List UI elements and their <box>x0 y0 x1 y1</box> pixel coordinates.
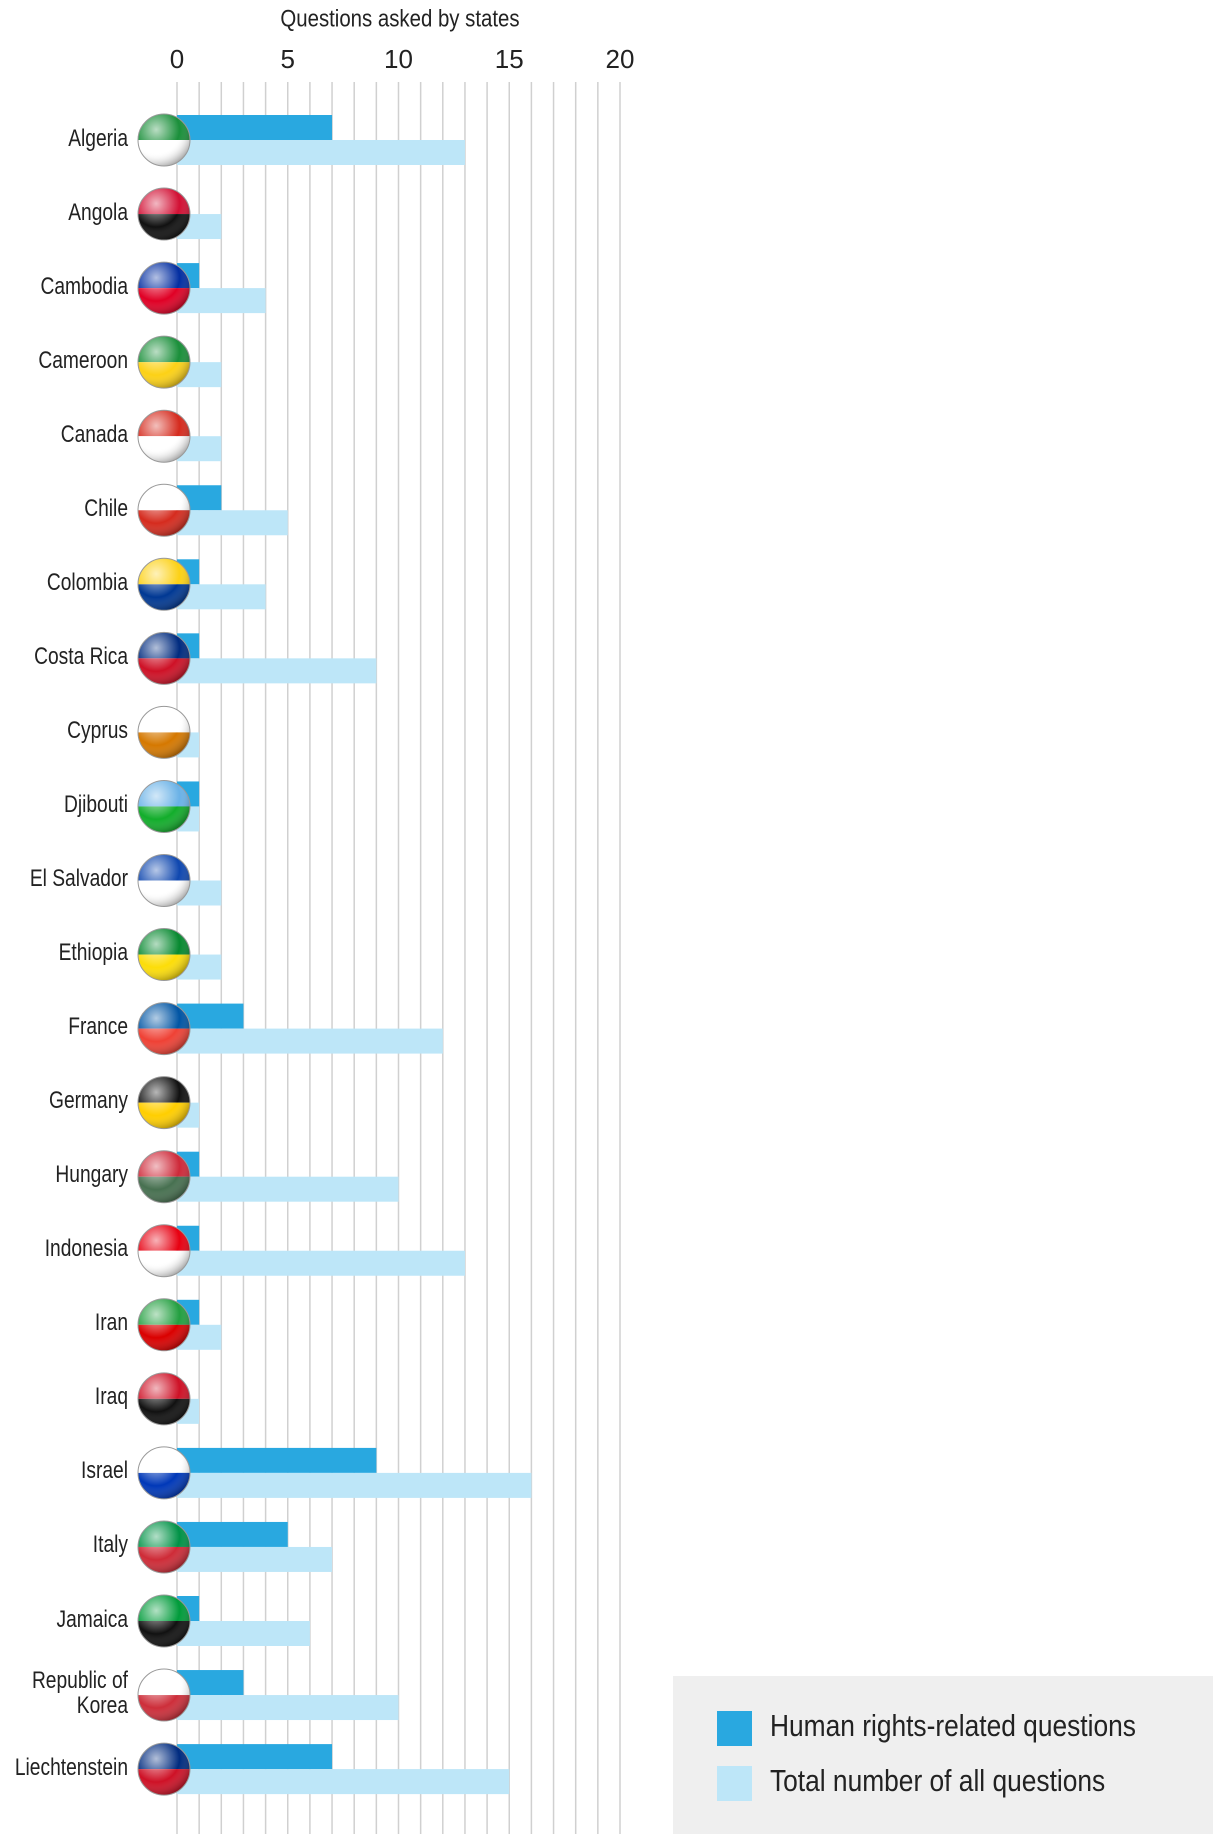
flag-shine <box>137 928 191 982</box>
category-label: Hungary <box>55 1161 128 1189</box>
category-label: Israel <box>81 1457 128 1485</box>
category-label: Canada <box>60 420 128 448</box>
bar <box>177 1744 333 1770</box>
category-label: Indonesia <box>44 1235 128 1263</box>
category-label: Cameroon <box>38 346 128 374</box>
category-label: Republic of Korea <box>31 1667 128 1720</box>
flag-shine <box>137 1668 191 1722</box>
category-label: Colombia <box>46 568 129 596</box>
flag-shine <box>137 335 191 389</box>
x-tick-label: 10 <box>384 44 413 74</box>
flag-shine <box>137 483 191 537</box>
flag-shine <box>137 261 191 315</box>
bar <box>177 658 377 684</box>
category-label: Iran <box>94 1309 128 1337</box>
category-label: El Salvador <box>29 865 128 892</box>
flag-shine <box>137 409 191 463</box>
category-label: Cyprus <box>67 716 128 744</box>
bar <box>177 1621 310 1646</box>
category-label: Iraq <box>94 1383 128 1411</box>
legend-swatch <box>717 1766 752 1801</box>
bar <box>177 510 288 536</box>
bar <box>177 1028 443 1054</box>
legend-label: Total number of all questions <box>770 1764 1105 1798</box>
bar <box>177 1176 399 1202</box>
x-tick-label: 15 <box>495 44 524 74</box>
flag-shine <box>137 1224 191 1278</box>
flag-shine <box>137 779 191 833</box>
flag-shine <box>137 113 191 167</box>
bar <box>177 1521 288 1547</box>
category-label: Angola <box>68 198 128 226</box>
category-label: Chile <box>84 494 128 522</box>
category-label: Costa Rica <box>34 642 128 670</box>
flag-shine <box>137 631 191 685</box>
x-tick-label: 0 <box>170 44 184 74</box>
x-tick-label: 20 <box>606 44 635 74</box>
flag-shine <box>137 1594 191 1648</box>
category-label: Liechtenstein <box>14 1753 129 1781</box>
flag-shine <box>137 1446 191 1500</box>
flag-shine <box>137 1298 191 1352</box>
legend-swatch <box>717 1711 752 1746</box>
flag-shine <box>137 1520 191 1574</box>
category-label: Ethiopia <box>58 939 128 967</box>
flag-shine <box>137 1742 191 1796</box>
flag-shine <box>137 1076 191 1130</box>
legend-label: Human rights-related questions <box>770 1709 1136 1743</box>
category-label: Algeria <box>68 124 128 152</box>
flag-shine <box>137 1150 191 1204</box>
category-label: Italy <box>92 1531 128 1559</box>
bar <box>177 584 266 610</box>
bar <box>177 1250 465 1276</box>
bar <box>177 288 266 314</box>
bar <box>177 1472 532 1498</box>
category-label: Germany <box>49 1087 128 1115</box>
bar <box>177 1447 377 1473</box>
axis-title: Questions asked by states <box>280 5 519 32</box>
bar <box>177 1695 399 1721</box>
flag-shine <box>137 854 191 907</box>
category-label: Cambodia <box>40 272 128 300</box>
category-label: Jamaica <box>56 1605 129 1633</box>
bar <box>177 1769 510 1795</box>
flag-shine <box>137 1372 191 1426</box>
category-label: France <box>68 1013 128 1041</box>
bar <box>177 1546 333 1572</box>
bar <box>177 140 465 165</box>
legend-box <box>673 1676 1213 1834</box>
flag-shine <box>137 187 191 241</box>
flag-shine <box>137 1002 191 1056</box>
x-tick-label: 5 <box>281 44 295 74</box>
flag-shine <box>137 705 191 759</box>
category-label: Djibouti <box>63 790 128 818</box>
flag-shine <box>137 557 191 611</box>
bar <box>177 115 333 140</box>
